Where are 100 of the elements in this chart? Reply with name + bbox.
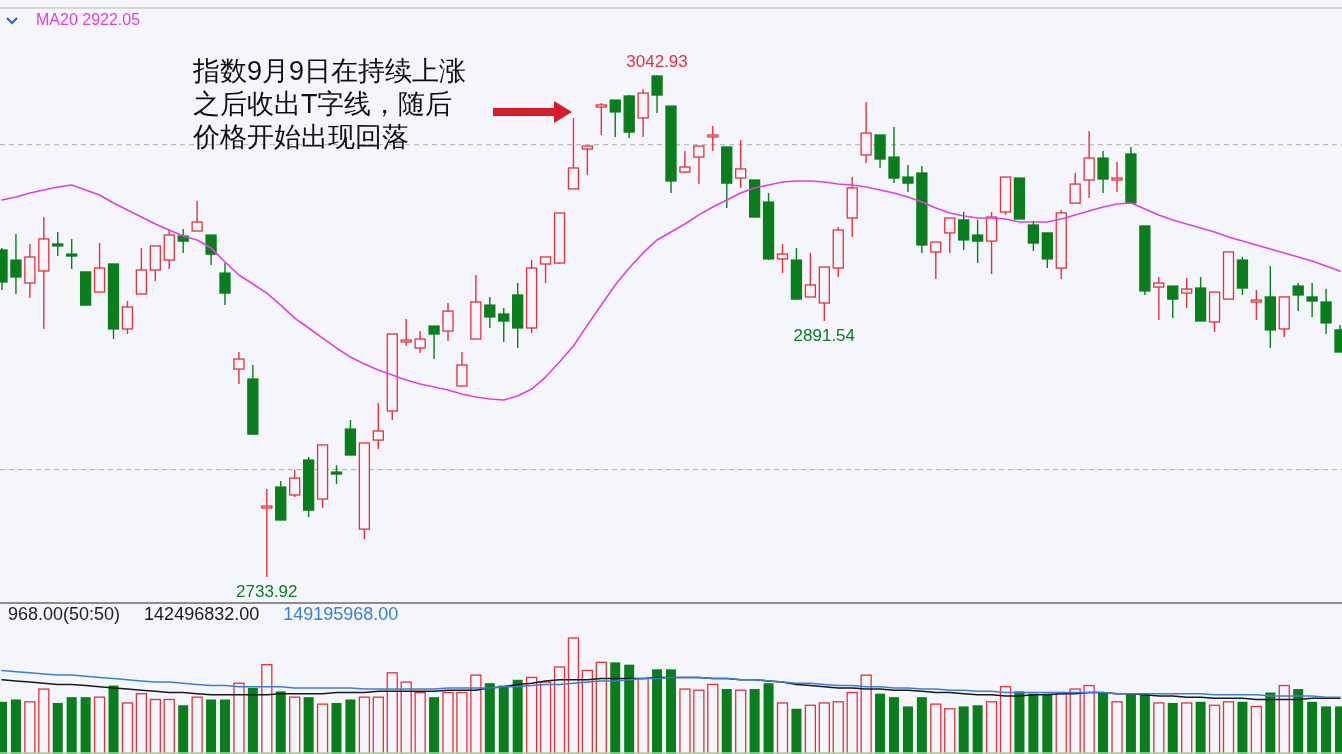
bar [442, 691, 454, 754]
bar [1278, 684, 1290, 754]
bar [456, 691, 468, 754]
bar [345, 699, 356, 754]
annotation: 2891.54 [793, 325, 856, 345]
bar [149, 698, 161, 754]
candlestick [442, 302, 454, 342]
candlestick [693, 145, 705, 185]
candlestick [121, 300, 134, 335]
candlestick [1069, 172, 1081, 204]
candlestick [944, 217, 956, 254]
text: 149195968.00 [283, 604, 399, 624]
bar [707, 683, 719, 754]
bar [721, 689, 732, 754]
bar [1208, 704, 1221, 754]
candlestick [971, 219, 984, 264]
candlestick [776, 243, 789, 274]
bar [121, 702, 134, 754]
candlestick [581, 145, 594, 176]
bar [10, 699, 21, 754]
bar [220, 699, 230, 754]
bar [52, 702, 63, 754]
annotation: 2733.92 [236, 582, 298, 601]
candlestick [930, 241, 942, 280]
bar [1083, 684, 1095, 754]
bar [818, 702, 830, 754]
bar [163, 698, 175, 754]
candlestick [609, 99, 621, 138]
bar [191, 696, 203, 754]
bar [581, 669, 594, 754]
bar [80, 697, 91, 754]
candlestick [1292, 282, 1304, 312]
candlestick [1027, 220, 1040, 252]
candlestick [651, 74, 663, 114]
candlestick [1181, 277, 1193, 309]
bar [1250, 705, 1263, 754]
bar [832, 701, 844, 754]
bar [1293, 689, 1304, 754]
bar [693, 689, 705, 754]
bar [1042, 693, 1053, 754]
bar [93, 696, 106, 754]
bar [539, 681, 552, 754]
bar [1222, 701, 1235, 754]
bar [484, 683, 495, 754]
candlestick [219, 262, 231, 306]
candlestick [414, 330, 426, 354]
bar [1321, 706, 1332, 754]
bar [610, 662, 621, 754]
bar [666, 669, 676, 754]
candlestick [177, 228, 189, 254]
bar [233, 682, 245, 754]
bar [553, 666, 566, 754]
candlestick [330, 464, 343, 485]
bar [972, 705, 983, 754]
bar [512, 679, 523, 754]
bar [400, 681, 412, 754]
bar [776, 702, 789, 754]
bar [999, 686, 1012, 754]
candlestick [902, 164, 914, 193]
bar [624, 664, 635, 754]
bar [1069, 688, 1081, 754]
bar [860, 674, 872, 754]
candlestick [66, 238, 78, 270]
bar [331, 702, 342, 754]
candlestick [1167, 285, 1179, 319]
bar [261, 664, 273, 754]
candlestick [498, 307, 510, 343]
bar [595, 661, 607, 754]
candlestick [289, 469, 301, 498]
bar [1181, 702, 1193, 754]
bar [178, 705, 189, 754]
bar [1167, 702, 1178, 754]
candlestick [707, 125, 719, 152]
candlestick [1250, 289, 1263, 321]
bar [1111, 701, 1123, 754]
bar [498, 685, 509, 754]
candlestick [958, 211, 970, 251]
bar [1195, 701, 1206, 754]
bar [889, 697, 899, 754]
text: MA20 2922.05 [36, 11, 141, 28]
bar [985, 701, 998, 754]
bar [414, 691, 426, 754]
bar [108, 685, 119, 754]
bar [386, 672, 398, 754]
bar [24, 701, 36, 754]
candlestick [860, 101, 872, 164]
candlestick [233, 351, 245, 385]
bar [206, 699, 217, 754]
bar [1125, 693, 1136, 754]
bar [791, 708, 802, 754]
candlestick [888, 126, 900, 184]
candlestick [804, 252, 817, 298]
bar [804, 704, 817, 754]
candlestick [1306, 282, 1318, 318]
bar [1265, 692, 1276, 754]
bar [567, 637, 580, 754]
bar [875, 693, 886, 754]
bar [902, 706, 913, 754]
candlestick [261, 488, 273, 578]
bar [135, 693, 148, 754]
